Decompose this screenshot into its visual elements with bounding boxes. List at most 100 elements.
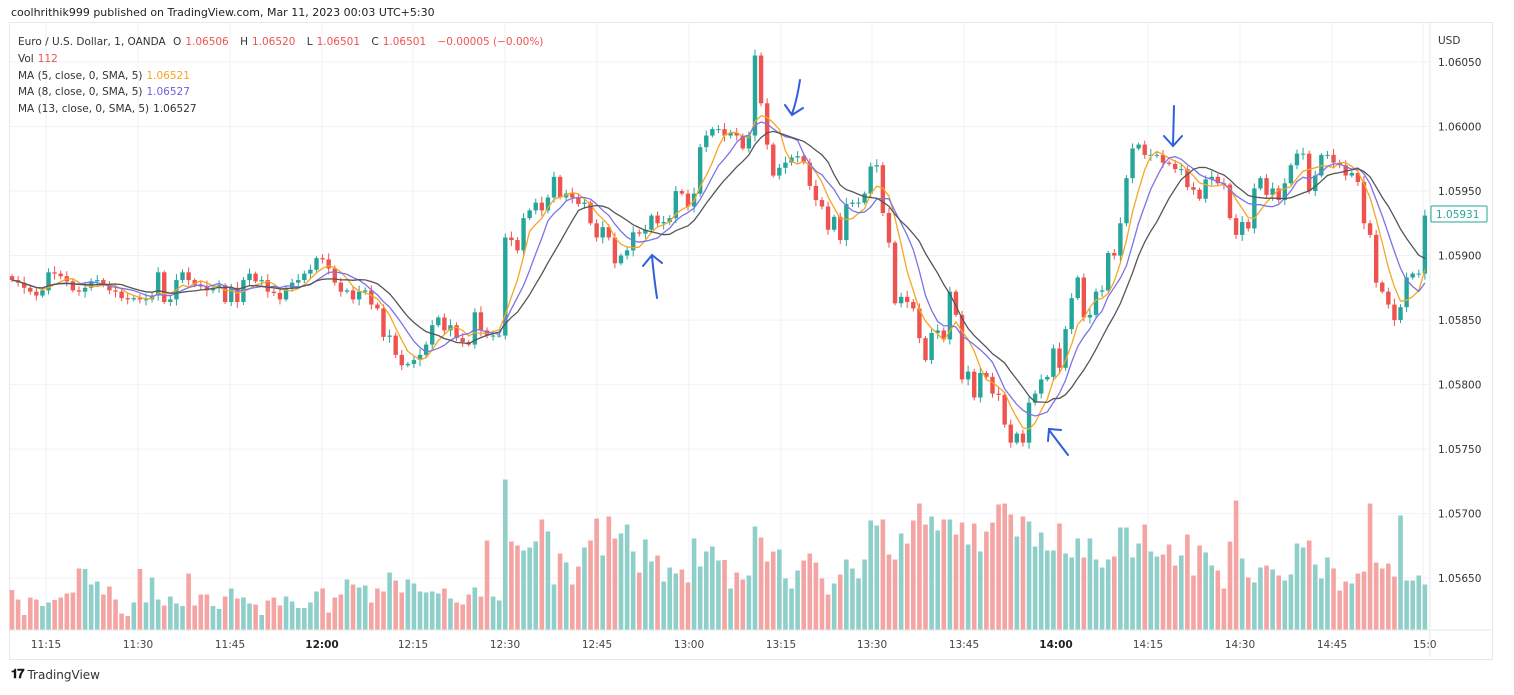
candle-down xyxy=(1197,189,1202,199)
legend-ma5-row[interactable]: MA (5, close, 0, SMA, 5) 1.06521 xyxy=(18,68,547,85)
volume-bar xyxy=(710,546,715,630)
volume-bar xyxy=(831,583,837,630)
time-axis[interactable]: 11:15 11:30 11:45 12:00 12:15 12:30 12:45 13:00… xyxy=(31,639,1437,651)
volume-bar xyxy=(716,560,721,630)
volume-bar xyxy=(807,553,813,630)
candle-up xyxy=(947,291,953,340)
time-tick-label: 11:15 xyxy=(31,639,61,651)
candle-down xyxy=(612,237,618,264)
volume-bar xyxy=(198,594,204,630)
candle-down xyxy=(113,290,118,292)
volume-bar xyxy=(844,559,849,630)
tradingview-logo-mark: 𝟏𝟕 xyxy=(11,667,25,682)
volume-bar xyxy=(101,594,106,630)
volume-bar xyxy=(935,530,940,630)
candle-up xyxy=(497,335,502,337)
candle-up xyxy=(247,273,252,281)
candle-down xyxy=(192,280,197,286)
volume-bar xyxy=(265,600,271,630)
candle-down xyxy=(911,302,916,309)
candle-down xyxy=(813,185,819,201)
candle-down xyxy=(959,314,965,380)
price-axis-bg[interactable] xyxy=(1430,23,1491,657)
time-tick-label: 14:30 xyxy=(1225,639,1255,651)
candle-up xyxy=(308,269,313,274)
volume-bar xyxy=(1373,562,1379,630)
volume-bars xyxy=(9,479,1428,630)
volume-bar xyxy=(813,562,819,630)
volume-bar xyxy=(1197,545,1202,630)
volume-bar xyxy=(661,581,666,630)
volume-bar xyxy=(1063,553,1068,630)
volume-bar xyxy=(454,602,459,630)
volume-bar xyxy=(295,608,301,630)
price-tick-label: 1.06000 xyxy=(1438,122,1481,134)
candle-up xyxy=(289,282,295,288)
volume-bar xyxy=(1215,570,1221,630)
candle-down xyxy=(990,376,995,394)
tradingview-logo[interactable]: 𝟏𝟕 TradingView xyxy=(11,667,100,682)
volume-bar xyxy=(478,596,484,630)
candle-up xyxy=(898,296,904,304)
volume-bar xyxy=(764,561,770,630)
volume-bar xyxy=(161,605,167,630)
candle-up xyxy=(965,371,971,380)
volume-bar xyxy=(1416,575,1422,630)
volume-bar xyxy=(1099,567,1105,630)
candle-down xyxy=(125,298,130,300)
legend-ma8-row[interactable]: MA (8, close, 0, SMA, 5) 1.06527 xyxy=(18,84,547,101)
candle-down xyxy=(320,258,325,260)
volume-bar xyxy=(606,516,612,630)
candle-up xyxy=(1124,178,1129,224)
currency-label: USD xyxy=(1438,35,1460,47)
volume-bar xyxy=(734,572,740,630)
volume-bar xyxy=(850,568,855,630)
volume-bar xyxy=(228,588,234,630)
volume-bar xyxy=(46,602,51,630)
chart-frame xyxy=(9,22,1493,660)
volume-bar xyxy=(978,551,983,630)
low-value: 1.06501 xyxy=(316,36,361,48)
volume-bar xyxy=(1160,554,1166,630)
tradingview-logo-text: TradingView xyxy=(27,667,100,682)
candle-up xyxy=(1093,291,1099,315)
low-label: L xyxy=(306,36,313,48)
volume-bar xyxy=(314,591,319,630)
volume-bar xyxy=(917,503,922,630)
volume-bar xyxy=(1325,557,1330,630)
volume-bar xyxy=(795,570,800,630)
volume-bar xyxy=(594,518,599,630)
candle-up xyxy=(551,176,557,198)
volume-bar xyxy=(27,597,33,630)
candle-down xyxy=(1373,234,1379,283)
volume-bar xyxy=(362,585,368,630)
legend-volume-row[interactable]: Vol 112 xyxy=(18,51,547,68)
symbol-title[interactable]: Euro / U.S. Dollar, 1, OANDA xyxy=(18,36,166,48)
volume-bar xyxy=(308,602,313,630)
candle-up xyxy=(1051,348,1056,377)
volume-bar xyxy=(70,592,76,630)
volume-bar xyxy=(1392,576,1397,630)
candle-down xyxy=(1172,163,1178,170)
volume-bar xyxy=(1111,556,1117,630)
price-tick-label: 1.05850 xyxy=(1438,315,1481,327)
candle-down xyxy=(1008,424,1013,443)
ma13-label: MA (13, close, 0, SMA, 5) xyxy=(18,103,150,116)
volume-bar xyxy=(746,575,752,630)
candle-up xyxy=(582,202,587,204)
candle-up xyxy=(168,299,173,302)
candle-down xyxy=(886,212,892,243)
volume-bar xyxy=(1093,559,1099,630)
volume-bar xyxy=(1294,543,1300,630)
volume-bar xyxy=(1379,568,1385,630)
candle-up xyxy=(673,191,679,219)
volume-bar xyxy=(1051,550,1056,630)
legend-ma13-row[interactable]: MA (13, close, 0, SMA, 5) 1.06527 xyxy=(18,101,547,118)
candle-down xyxy=(953,291,959,315)
candle-down xyxy=(1002,394,1007,425)
time-tick-label: 15:0 xyxy=(1413,639,1437,651)
ma13-value: 1.06527 xyxy=(153,103,197,116)
volume-bar xyxy=(624,524,630,630)
volume-bar xyxy=(1136,543,1141,630)
